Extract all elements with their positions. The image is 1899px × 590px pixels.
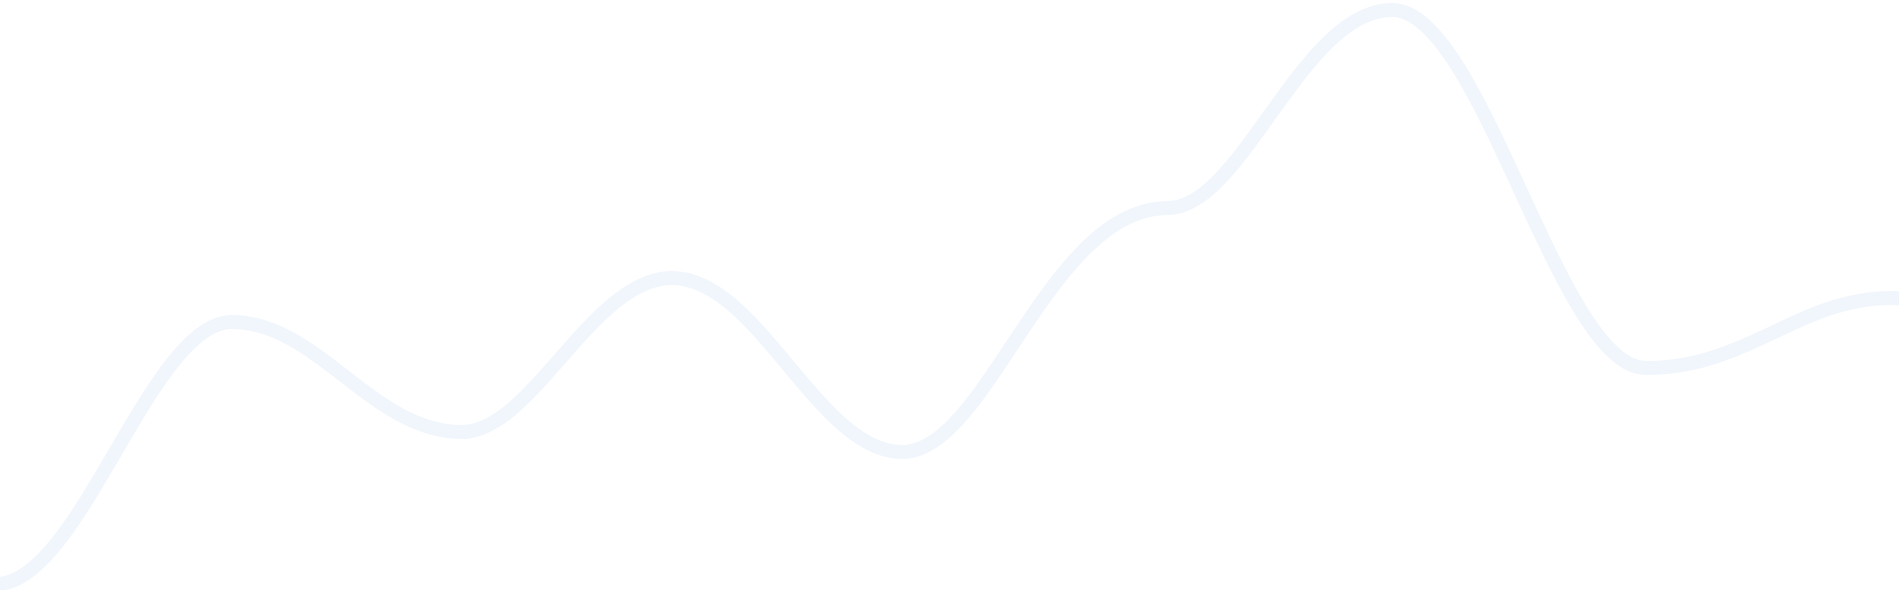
wave-line: [0, 3, 1899, 590]
